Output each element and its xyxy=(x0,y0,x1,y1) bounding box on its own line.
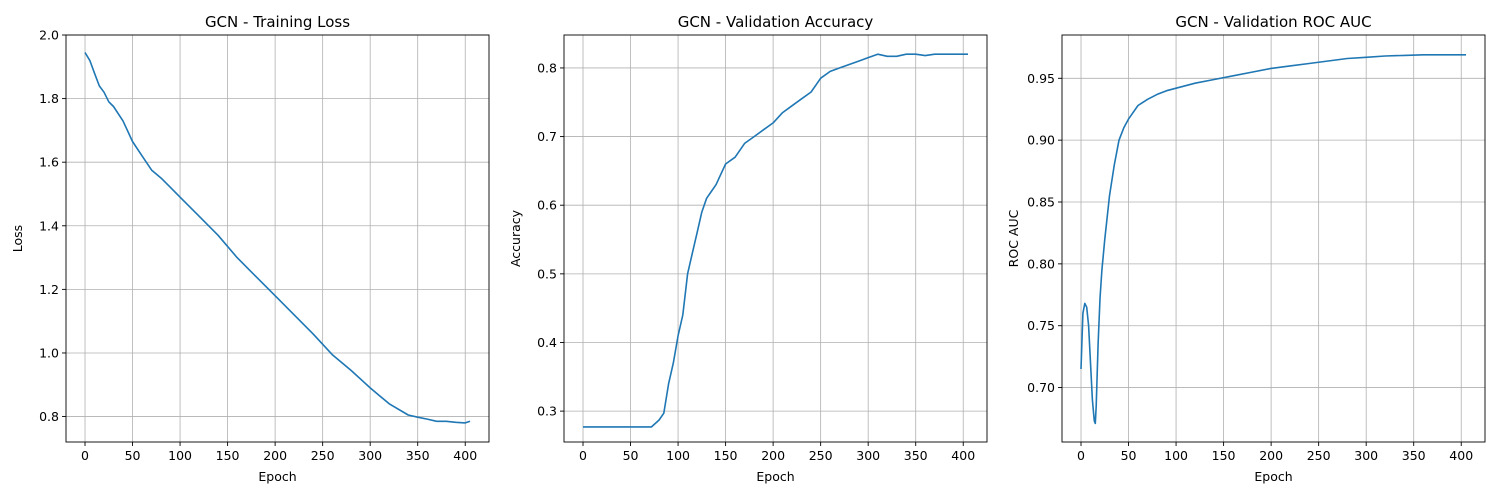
y-axis-label: Accuracy xyxy=(508,209,523,267)
y-tick-label: 0.4 xyxy=(537,335,557,350)
x-axis-label: Epoch xyxy=(756,469,794,484)
x-tick-label: 350 xyxy=(904,448,928,463)
y-tick-label: 1.0 xyxy=(39,345,59,360)
y-tick-label: 0.95 xyxy=(1027,71,1055,86)
y-tick-label: 0.85 xyxy=(1027,195,1055,210)
y-tick-label: 1.4 xyxy=(39,218,59,233)
y-tick-label: 0.5 xyxy=(537,266,557,281)
y-axis-label: Loss xyxy=(10,225,25,252)
x-tick-label: 250 xyxy=(1307,448,1331,463)
x-tick-label: 200 xyxy=(1259,448,1283,463)
x-tick-label: 400 xyxy=(453,448,477,463)
x-tick-label: 350 xyxy=(1402,448,1426,463)
chart-title: GCN - Training Loss xyxy=(205,13,350,31)
y-tick-label: 1.8 xyxy=(39,91,59,106)
y-tick-label: 0.8 xyxy=(39,409,59,424)
x-tick-label: 100 xyxy=(168,448,192,463)
x-tick-label: 250 xyxy=(311,448,335,463)
x-tick-label: 50 xyxy=(125,448,141,463)
x-tick-label: 100 xyxy=(666,448,690,463)
x-tick-label: 200 xyxy=(263,448,287,463)
y-axis-label: ROC AUC xyxy=(1006,209,1021,267)
x-tick-label: 300 xyxy=(358,448,382,463)
chart-title: GCN - Validation Accuracy xyxy=(678,13,874,31)
y-tick-label: 1.6 xyxy=(39,155,59,170)
x-tick-label: 150 xyxy=(1212,448,1236,463)
x-tick-label: 0 xyxy=(579,448,587,463)
x-tick-label: 300 xyxy=(1354,448,1378,463)
y-tick-label: 2.0 xyxy=(39,28,59,43)
x-axis-label: Epoch xyxy=(258,469,296,484)
x-tick-label: 50 xyxy=(623,448,639,463)
x-tick-label: 0 xyxy=(1077,448,1085,463)
x-tick-label: 100 xyxy=(1164,448,1188,463)
y-tick-label: 0.6 xyxy=(537,198,557,213)
x-tick-label: 150 xyxy=(216,448,240,463)
x-tick-label: 350 xyxy=(406,448,430,463)
y-tick-label: 0.8 xyxy=(537,60,557,75)
x-tick-label: 200 xyxy=(761,448,785,463)
y-tick-label: 0.80 xyxy=(1027,256,1055,271)
x-tick-label: 250 xyxy=(809,448,833,463)
x-tick-label: 300 xyxy=(856,448,880,463)
chart-title: GCN - Validation ROC AUC xyxy=(1175,13,1371,31)
x-tick-label: 50 xyxy=(1121,448,1137,463)
y-tick-label: 0.75 xyxy=(1027,318,1055,333)
x-axis-label: Epoch xyxy=(1254,469,1292,484)
x-tick-label: 0 xyxy=(81,448,89,463)
y-tick-label: 1.2 xyxy=(39,282,59,297)
x-tick-label: 400 xyxy=(951,448,975,463)
x-tick-label: 400 xyxy=(1449,448,1473,463)
y-tick-label: 0.90 xyxy=(1027,133,1055,148)
y-tick-label: 0.3 xyxy=(537,404,557,419)
y-tick-label: 0.7 xyxy=(537,129,557,144)
x-tick-label: 150 xyxy=(714,448,738,463)
y-tick-label: 0.70 xyxy=(1027,380,1055,395)
